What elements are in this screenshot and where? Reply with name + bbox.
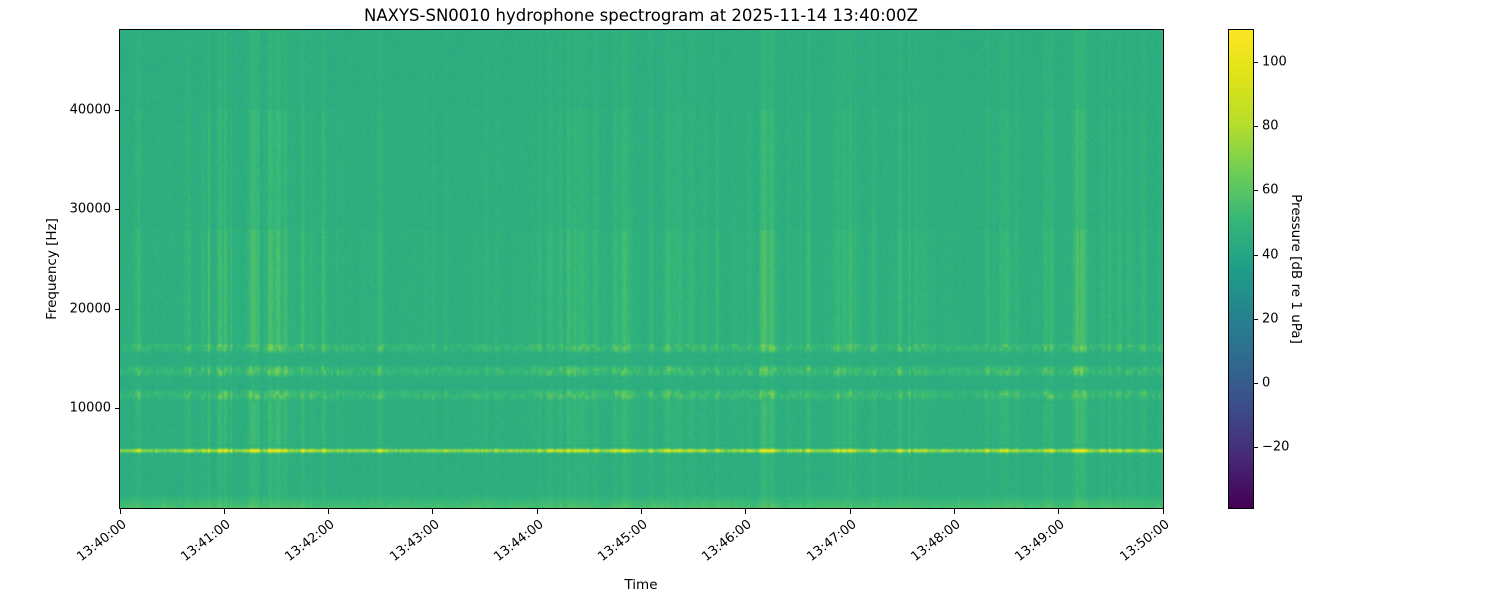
x-tick-label: 13:43:00: [386, 517, 443, 565]
spectrogram-plot-area: [119, 29, 1164, 509]
colorbar-tick-label: 80: [1262, 118, 1279, 134]
colorbar-tick-mark: [1254, 447, 1258, 449]
colorbar-label: Pressure [dB re 1 uPa]: [1288, 194, 1304, 344]
colorbar-tick-label: 20: [1262, 311, 1279, 327]
y-tick-label: 30000: [69, 201, 111, 217]
x-tick-label: 13:47:00: [804, 517, 860, 565]
x-tick-mark: [223, 509, 225, 514]
colorbar-tick-mark: [1254, 254, 1258, 256]
colorbar-tick-mark: [1254, 190, 1258, 192]
x-tick-mark: [641, 509, 642, 514]
x-axis-label: Time: [624, 577, 658, 593]
x-tick-mark: [849, 509, 851, 514]
x-tick-mark: [1058, 509, 1060, 514]
x-tick-label: 13:40:00: [73, 517, 130, 565]
y-tick-label: 40000: [69, 102, 111, 118]
x-tick-label: 13:44:00: [491, 517, 547, 565]
x-tick-mark: [119, 509, 121, 514]
chart-title: NAXYS-SN0010 hydrophone spectrogram at 2…: [364, 6, 918, 25]
y-tick-mark: [115, 308, 120, 310]
x-tick-label: 13:46:00: [699, 517, 756, 565]
colorbar-tick-label: 60: [1262, 182, 1279, 198]
colorbar-tick-label: 40: [1262, 247, 1279, 263]
x-tick-mark: [745, 509, 747, 514]
x-tick-label: 13:45:00: [595, 517, 651, 565]
colorbar-tick-mark: [1254, 318, 1258, 320]
y-tick-mark: [115, 209, 120, 211]
y-tick-label: 10000: [69, 400, 111, 416]
x-tick-mark: [536, 509, 538, 514]
x-tick-mark: [1162, 509, 1164, 514]
colorbar-tick-mark: [1254, 62, 1258, 64]
colorbar-gradient-canvas: [1229, 30, 1253, 508]
x-tick-label: 13:50:00: [1116, 517, 1173, 565]
colorbar-tick-label: 100: [1262, 54, 1287, 70]
y-tick-label: 20000: [69, 301, 111, 317]
x-tick-mark: [432, 509, 434, 514]
x-tick-label: 13:48:00: [908, 517, 964, 565]
x-tick-label: 13:42:00: [282, 517, 338, 565]
x-tick-label: 13:41:00: [178, 517, 234, 565]
colorbar: [1228, 29, 1254, 509]
x-tick-mark: [328, 509, 330, 514]
x-tick-mark: [953, 509, 955, 514]
y-tick-mark: [115, 109, 120, 111]
spectrogram-canvas: [120, 30, 1163, 508]
colorbar-tick-mark: [1254, 382, 1258, 384]
colorbar-tick-mark: [1254, 126, 1258, 128]
y-tick-mark: [115, 408, 120, 410]
colorbar-tick-label: −20: [1262, 439, 1290, 455]
colorbar-tick-label: 0: [1262, 375, 1271, 391]
x-tick-label: 13:49:00: [1012, 517, 1068, 565]
